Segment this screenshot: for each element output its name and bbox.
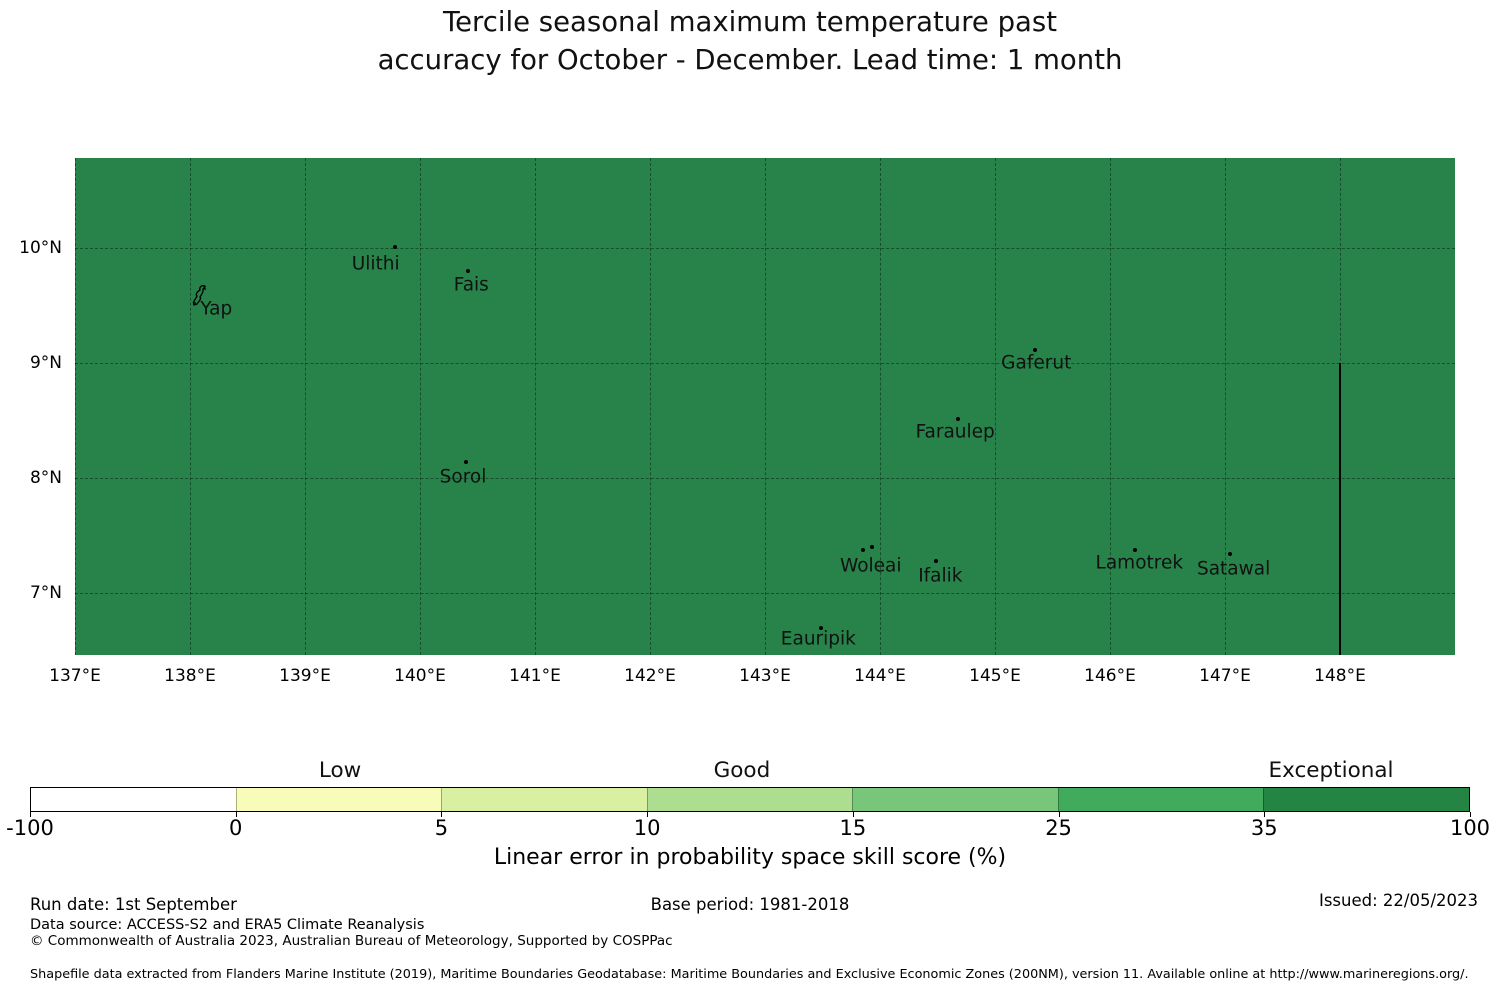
colorbar-segment-25-35 xyxy=(1057,788,1264,811)
x-tick-label: 141°E xyxy=(509,666,561,686)
eez-boundary-line xyxy=(1339,363,1341,655)
figure-title-line1: Tercile seasonal maximum temperature pas… xyxy=(442,6,1058,38)
island-label-eauripik: Eauripik xyxy=(780,628,856,650)
colorbar-tick-label: 5 xyxy=(434,816,449,840)
island-label-lamotrek: Lamotrek xyxy=(1095,552,1184,574)
island-marker-fais xyxy=(466,269,471,274)
island-marker-ifalik xyxy=(934,558,939,563)
colorbar-tick-label: 100 xyxy=(1449,816,1491,840)
lon-gridline xyxy=(420,158,421,655)
colorbar-category-good: Good xyxy=(713,758,771,783)
lon-gridline xyxy=(305,158,306,655)
lat-gridline xyxy=(75,248,1455,250)
island-marker-lamotrek xyxy=(1133,548,1138,553)
x-tick-label: 148°E xyxy=(1314,666,1366,686)
island-label-woleai: Woleai xyxy=(839,555,902,577)
island-label-gaferut: Gaferut xyxy=(1001,352,1072,374)
y-tick-label: 10°N xyxy=(19,238,62,259)
island-label-sorol: Sorol xyxy=(439,466,487,488)
colorbar-tick-mark xyxy=(647,812,649,817)
island-marker-gaferut xyxy=(1033,348,1038,353)
y-tick-label: 8°N xyxy=(29,468,62,489)
lat-gridline xyxy=(75,363,1455,365)
colorbar-tick-label: 15 xyxy=(839,816,867,840)
colorbar-tick-label: 25 xyxy=(1045,816,1072,840)
island-marker-ulithi xyxy=(392,244,397,249)
island-marker-satawal xyxy=(1227,551,1232,556)
lon-gridline xyxy=(1110,158,1111,655)
x-tick-label: 145°E xyxy=(969,666,1021,686)
colorbar-segment--100-0 xyxy=(31,788,236,811)
island-marker-sorol xyxy=(464,459,468,464)
lon-gridline xyxy=(995,158,996,655)
lon-gridline xyxy=(650,158,651,655)
island-label-yap: Yap xyxy=(200,298,233,320)
x-tick-label: 146°E xyxy=(1084,666,1136,686)
lon-gridline xyxy=(765,158,766,655)
x-tick-label: 138°E xyxy=(164,666,216,686)
colorbar xyxy=(30,787,1470,812)
x-tick-label: 140°E xyxy=(394,666,446,686)
colorbar-segment-10-15 xyxy=(646,788,853,811)
x-tick-label: 144°E xyxy=(854,666,906,686)
colorbar-tick-label: -100 xyxy=(6,816,54,840)
colorbar-tick-label: 35 xyxy=(1250,816,1278,840)
data-source-text: Data source: ACCESS-S2 and ERA5 Climate … xyxy=(30,917,425,933)
colorbar-axis-label: Linear error in probability space skill … xyxy=(493,845,1007,870)
colorbar-segment-5-10 xyxy=(441,788,647,811)
island-label-faraulep: Faraulep xyxy=(915,421,995,443)
island-label-fais: Fais xyxy=(453,274,489,296)
colorbar-tick-mark xyxy=(441,812,443,817)
lat-gridline xyxy=(75,593,1455,595)
colorbar-tick-mark xyxy=(30,812,31,817)
lon-gridline xyxy=(535,158,536,655)
map-canvas: Yap Ulithi Fais Sorol Gaferut Faraulep Woleai I… xyxy=(75,158,1455,655)
island-marker-woleai xyxy=(860,548,865,553)
colorbar-category-exceptional: Exceptional xyxy=(1268,758,1394,783)
figure-title: Tercile seasonal maximum temperature pas… xyxy=(0,3,1500,79)
figure-title-line2: accuracy for October - December. Lead ti… xyxy=(377,44,1123,76)
copyright-text: © Commonwealth of Australia 2023, Austra… xyxy=(30,933,673,949)
island-marker-faraulep xyxy=(956,417,961,422)
x-tick-label: 142°E xyxy=(624,666,676,686)
colorbar-segment-35-100 xyxy=(1263,788,1470,811)
island-marker-woleai xyxy=(869,545,874,550)
colorbar-tick-label: 0 xyxy=(229,816,243,840)
x-tick-label: 143°E xyxy=(739,666,791,686)
lat-gridline xyxy=(75,478,1455,480)
colorbar-tick-mark xyxy=(1470,812,1471,817)
base-period-text: Base period: 1981-2018 xyxy=(650,895,850,914)
colorbar-segment-0-5 xyxy=(235,788,442,811)
lon-gridline xyxy=(880,158,881,655)
issued-date-text: Issued: 22/05/2023 xyxy=(1318,891,1478,910)
y-tick-label: 7°N xyxy=(29,583,62,604)
colorbar-tick-label: 10 xyxy=(633,816,661,840)
lon-gridline xyxy=(190,158,191,655)
run-date-text: Run date: 1st September xyxy=(30,895,237,914)
island-outline-yap xyxy=(191,283,209,313)
y-tick-label: 9°N xyxy=(29,353,62,374)
colorbar-segment-15-25 xyxy=(852,788,1058,811)
shapefile-note-text: Shapefile data extracted from Flanders M… xyxy=(30,967,1469,982)
island-marker-eauripik xyxy=(819,625,824,630)
x-tick-label: 137°E xyxy=(49,666,101,686)
colorbar-tick-mark xyxy=(1264,812,1266,817)
x-tick-label: 139°E xyxy=(279,666,331,686)
colorbar-category-low: Low xyxy=(318,758,362,783)
colorbar-tick-mark xyxy=(852,812,854,817)
island-label-satawal: Satawal xyxy=(1196,558,1271,580)
x-tick-label: 147°E xyxy=(1199,666,1251,686)
colorbar-tick-mark xyxy=(1058,812,1060,817)
lon-gridline xyxy=(75,158,76,655)
lon-gridline xyxy=(1225,158,1226,655)
island-label-ulithi: Ulithi xyxy=(351,253,400,275)
colorbar-tick-mark xyxy=(235,812,237,817)
island-label-ifalik: Ifalik xyxy=(918,565,963,587)
